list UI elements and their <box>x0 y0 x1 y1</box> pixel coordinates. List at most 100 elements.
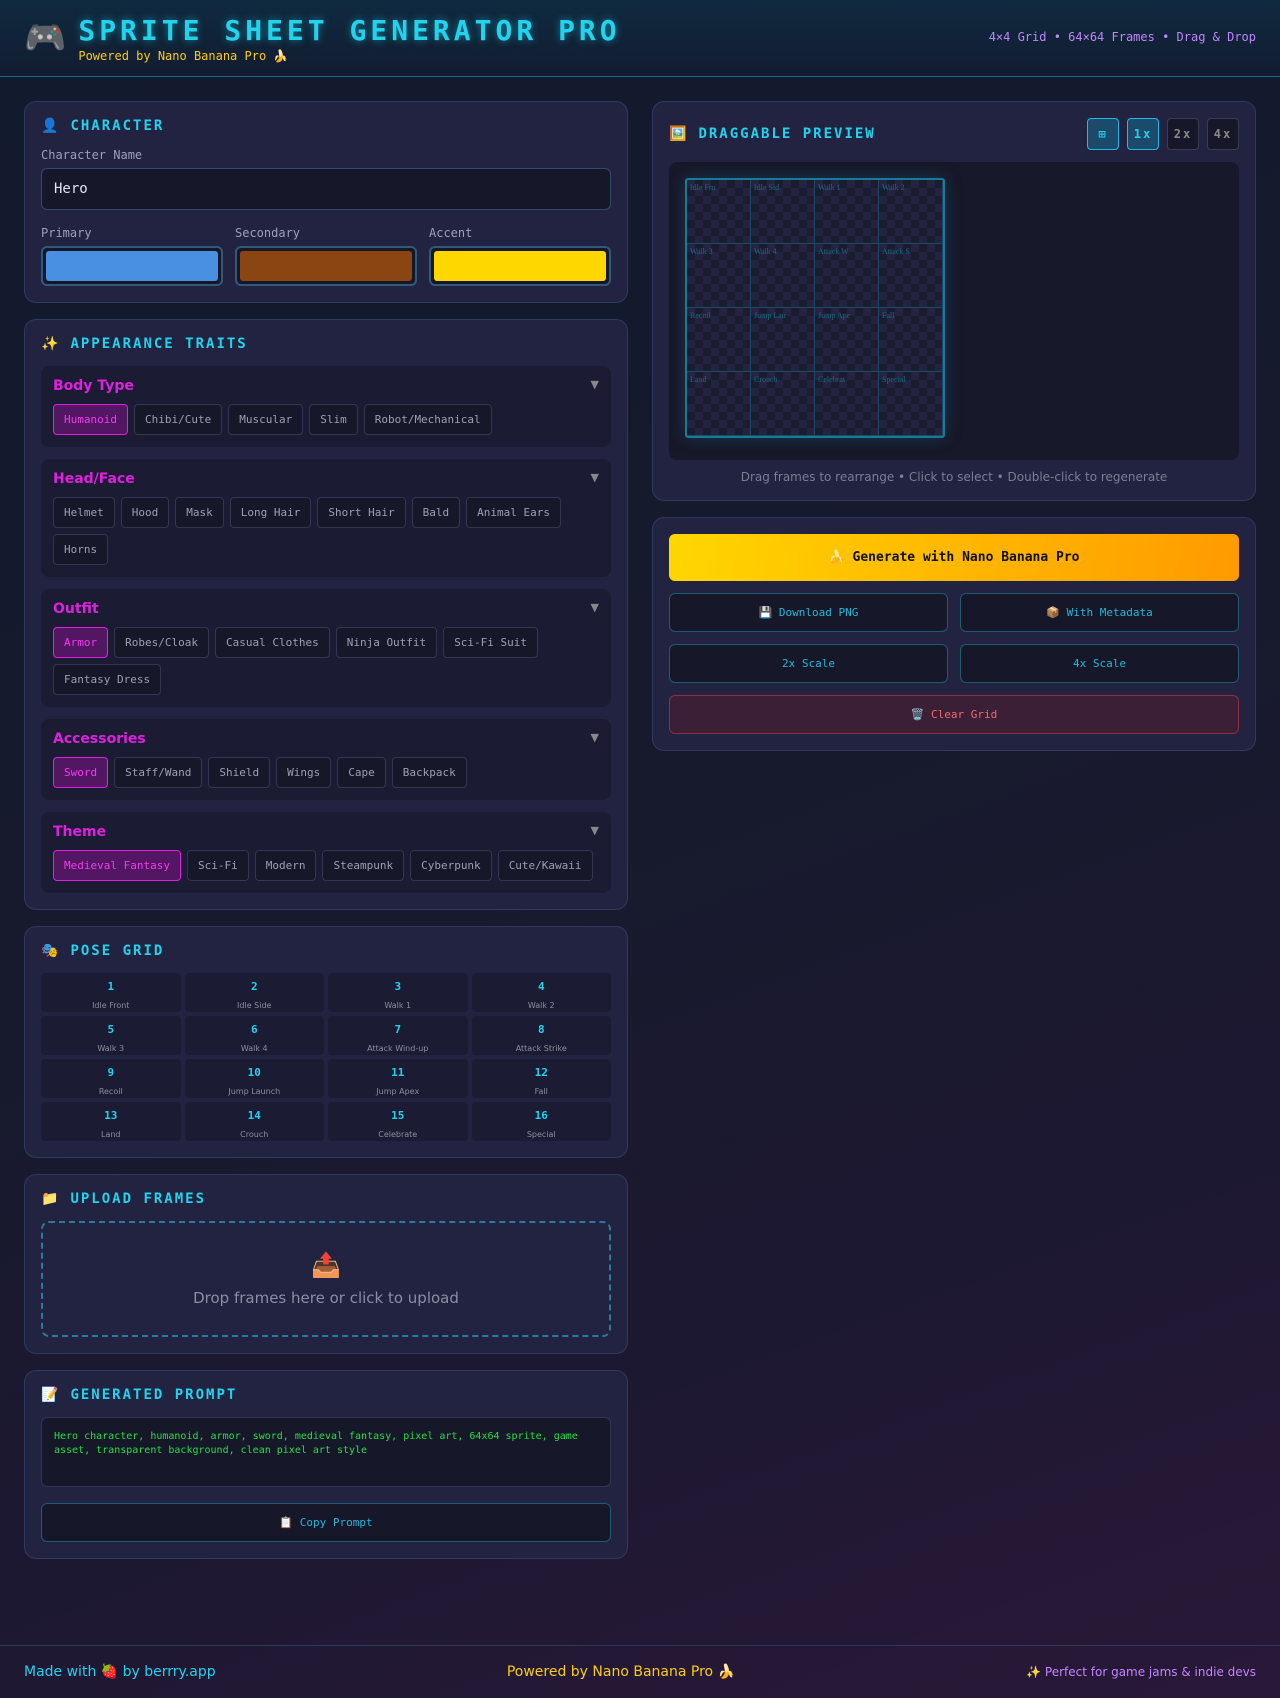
pose-number: 13 <box>104 1109 118 1122</box>
zoom-button[interactable]: 2x <box>1167 118 1199 150</box>
generate-button[interactable]: 🍌 Generate with Nano Banana Pro <box>669 534 1239 581</box>
color-picker[interactable] <box>429 246 611 286</box>
trait-chip[interactable]: Fantasy Dress <box>53 664 162 695</box>
clear-grid-button[interactable]: 🗑️ Clear Grid <box>669 695 1239 734</box>
trait-group-header[interactable]: Theme ▼ <box>53 824 599 840</box>
trait-chip[interactable]: Cute/Kawaii <box>497 850 593 881</box>
sprite-frame[interactable]: Land <box>687 372 751 436</box>
sprite-frame[interactable]: Attack W <box>815 244 879 308</box>
copy-prompt-button[interactable]: 📋 Copy Prompt <box>41 1503 611 1542</box>
trait-chip[interactable]: Slim <box>309 404 358 435</box>
trait-chip[interactable]: Steampunk <box>322 850 405 881</box>
trait-chip[interactable]: Robot/Mechanical <box>363 404 492 435</box>
pose-cell[interactable]: 8 Attack Strike <box>471 1016 611 1055</box>
pose-cell[interactable]: 11 Jump Apex <box>328 1059 468 1098</box>
sprite-frame[interactable]: Walk 4 <box>751 244 815 308</box>
color-picker[interactable] <box>235 246 417 286</box>
chevron-down-icon[interactable]: ▼ <box>590 824 599 837</box>
trait-chip[interactable]: Hood <box>120 497 170 528</box>
app-subtitle: Powered by Nano Banana Pro 🍌 <box>78 48 289 63</box>
trait-chip[interactable]: Casual Clothes <box>214 627 330 658</box>
scale-4x-button[interactable]: 4x Scale <box>960 644 1239 683</box>
zoom-button[interactable]: 4x <box>1207 118 1239 150</box>
trait-group-header[interactable]: Accessories ▼ <box>53 731 599 747</box>
color-picker[interactable] <box>41 246 223 286</box>
trait-chip[interactable]: Shield <box>208 757 271 788</box>
trait-chip[interactable]: Sci-Fi Suit <box>443 627 539 658</box>
trait-chip[interactable]: Robes/Cloak <box>114 627 209 658</box>
pose-cell[interactable]: 1 Idle Front <box>41 973 181 1012</box>
pose-cell[interactable]: 5 Walk 3 <box>41 1016 181 1055</box>
pose-cell[interactable]: 10 Jump Launch <box>184 1059 324 1098</box>
trait-chip[interactable]: Mask <box>175 497 224 528</box>
chevron-down-icon[interactable]: ▼ <box>590 378 599 391</box>
chevron-down-icon[interactable]: ▼ <box>590 601 599 614</box>
sprite-frame[interactable]: Walk 3 <box>687 244 751 308</box>
trait-chip[interactable]: Armor <box>53 627 109 658</box>
trait-chip[interactable]: Wings <box>276 757 332 788</box>
sprite-frame[interactable]: Walk 2 <box>879 180 943 244</box>
trait-chip[interactable]: Helmet <box>53 497 115 528</box>
sprite-frame[interactable]: Idle Sid <box>751 180 815 244</box>
sprite-frame[interactable]: Fall <box>879 308 943 372</box>
pose-label: Walk 4 <box>240 1044 268 1053</box>
trait-chip[interactable]: Staff/Wand <box>114 757 203 788</box>
sprite-frame[interactable]: Jump Ape <box>815 308 879 372</box>
pose-cell[interactable]: 9 Recoil <box>41 1059 181 1098</box>
pose-cell[interactable]: 14 Crouch <box>184 1102 324 1141</box>
pose-cell[interactable]: 12 Fall <box>471 1059 611 1098</box>
sprite-frame[interactable]: Celebrat <box>815 372 879 436</box>
trait-chip[interactable]: Ninja Outfit <box>335 627 438 658</box>
trait-group-header[interactable]: Head/Face ▼ <box>53 471 599 487</box>
pose-cell[interactable]: 2 Idle Side <box>184 973 324 1012</box>
upload-card: 📁 UPLOAD FRAMES 📤 Drop frames here or cli… <box>24 1174 628 1354</box>
zoom-button[interactable]: 1x <box>1127 118 1159 150</box>
trait-chip[interactable]: Long Hair <box>229 497 312 528</box>
scale-2x-button[interactable]: 2x Scale <box>669 644 948 683</box>
trait-chip[interactable]: Cyberpunk <box>410 850 492 881</box>
trait-chip[interactable]: Bald <box>411 497 461 528</box>
trait-chip[interactable]: Humanoid <box>53 404 128 435</box>
trait-chip[interactable]: Muscular <box>228 404 304 435</box>
upload-dropzone[interactable]: 📤 Drop frames here or click to upload <box>41 1221 611 1337</box>
sprite-frame[interactable]: Walk 1 <box>815 180 879 244</box>
pose-cell[interactable]: 7 Attack Wind-up <box>328 1016 468 1055</box>
prompt-text[interactable]: Hero character, humanoid, armor, sword, … <box>41 1417 611 1487</box>
pose-cell[interactable]: 13 Land <box>41 1102 181 1141</box>
download-png-button[interactable]: 💾 Download PNG <box>669 593 948 632</box>
pose-cell[interactable]: 3 Walk 1 <box>328 973 468 1012</box>
app-header: 🎮 SPRITE SHEET GENERATOR PRO Powered by … <box>0 0 1280 77</box>
pose-cell[interactable]: 15 Celebrate <box>328 1102 468 1141</box>
app-title: SPRITE SHEET GENERATOR PRO <box>78 13 621 47</box>
trait-chip[interactable]: Modern <box>254 850 317 881</box>
trait-chip[interactable]: Animal Ears <box>466 497 561 528</box>
trait-group-header[interactable]: Body Type ▼ <box>53 378 599 394</box>
pose-cell[interactable]: 6 Walk 4 <box>184 1016 324 1055</box>
pose-cell[interactable]: 4 Walk 2 <box>471 973 611 1012</box>
trait-chip[interactable]: Short Hair <box>317 497 406 528</box>
trait-chip[interactable]: Medieval Fantasy <box>53 850 181 881</box>
sprite-frame[interactable]: Jump Lau <box>751 308 815 372</box>
trait-group-header[interactable]: Outfit ▼ <box>53 601 599 617</box>
pose-number: 9 <box>107 1066 115 1079</box>
sprite-frame[interactable]: Special <box>879 372 943 436</box>
trait-chip[interactable]: Backpack <box>391 757 467 788</box>
trait-chip[interactable]: Sword <box>53 757 109 788</box>
footer-credit-link[interactable]: Made with 🍓 by berrry.app <box>24 1664 216 1680</box>
trait-chip[interactable]: Horns <box>53 534 109 565</box>
sprite-frame[interactable]: Crouch <box>751 372 815 436</box>
chevron-down-icon[interactable]: ▼ <box>590 731 599 744</box>
grid-toggle-button[interactable]: ⊞ <box>1087 118 1119 150</box>
user-icon: 👤 <box>41 118 61 134</box>
trait-chip[interactable]: Sci-Fi <box>186 850 249 881</box>
sprite-frame[interactable]: Idle Fro <box>687 180 751 244</box>
chevron-down-icon[interactable]: ▼ <box>590 471 599 484</box>
trait-chip[interactable]: Chibi/Cute <box>133 404 223 435</box>
download-metadata-button[interactable]: 📦 With Metadata <box>960 593 1239 632</box>
sprite-frame[interactable]: Attack S <box>879 244 943 308</box>
pose-cell[interactable]: 16 Special <box>471 1102 611 1141</box>
trait-chip[interactable]: Cape <box>337 757 386 788</box>
character-name-input[interactable]: Hero <box>41 168 611 210</box>
trait-options: Armor Robes/Cloak Casual Clothes Ninja Outf… <box>53 627 599 695</box>
sprite-frame[interactable]: Recoil <box>687 308 751 372</box>
